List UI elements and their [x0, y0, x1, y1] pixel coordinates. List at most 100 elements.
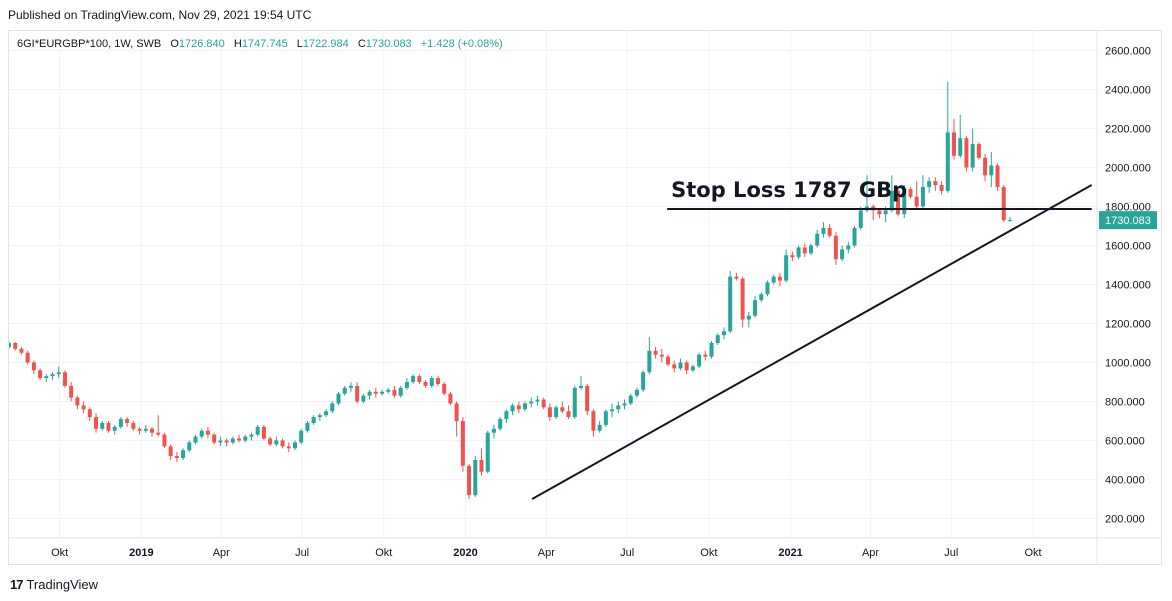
candle — [292, 440, 297, 451]
candle-body — [62, 372, 67, 386]
candle-body — [193, 436, 198, 443]
candle-body — [125, 419, 130, 423]
candle-body — [796, 247, 801, 258]
candle — [572, 385, 577, 420]
candle-body — [87, 409, 92, 418]
candle — [435, 376, 440, 386]
candle — [703, 350, 708, 361]
candle — [423, 380, 428, 388]
candle — [597, 421, 602, 433]
candle — [31, 360, 36, 375]
price-axis: 200.000 400.000 600.000 800.000 1000.000 1200… — [1096, 31, 1151, 564]
candle-body — [653, 350, 658, 355]
candle-body — [684, 362, 689, 371]
candle — [666, 354, 671, 367]
candle — [802, 243, 807, 258]
candle-body — [9, 343, 11, 347]
candle-body — [286, 446, 291, 449]
candle — [603, 409, 608, 427]
legend-change: +1.428 (+0.08%) — [421, 38, 503, 50]
price-tick-label: 2400.000 — [1105, 85, 1151, 97]
candle-body — [995, 165, 1000, 187]
candle — [62, 370, 67, 388]
candle-body — [367, 391, 372, 396]
candle-body — [442, 383, 447, 394]
candle-body — [566, 411, 571, 418]
candle-body — [634, 389, 639, 396]
candle-body — [777, 276, 782, 281]
candle-body — [765, 282, 770, 295]
candle — [821, 222, 826, 238]
candle-body — [709, 343, 714, 357]
candle — [87, 407, 92, 421]
legend-symbol: 6GI*EURGBP*100, 1W, SWB — [17, 38, 161, 50]
candle — [460, 417, 465, 472]
candle — [491, 424, 496, 439]
candle — [833, 231, 838, 265]
candle-body — [467, 465, 472, 496]
candle — [840, 245, 845, 262]
candle-body — [386, 389, 391, 392]
candle — [516, 401, 521, 414]
time-tick-label: Jul — [620, 547, 634, 559]
candle-body — [759, 294, 764, 301]
time-tick-label: Apr — [213, 547, 230, 559]
candle-body — [305, 422, 310, 431]
trendline[interactable] — [531, 184, 1093, 500]
price-tick-label: 2600.000 — [1105, 46, 1151, 58]
candle — [510, 403, 515, 416]
candle — [417, 374, 422, 384]
candle-body — [106, 422, 111, 431]
candle-body — [641, 372, 646, 390]
candle — [740, 276, 745, 328]
candle-body — [529, 401, 534, 404]
time-tick-label: Okt — [375, 547, 392, 559]
candle — [529, 397, 534, 408]
price-tick-label: 1000.000 — [1105, 358, 1151, 370]
footer-branding[interactable]: 17 TradingView — [10, 576, 98, 592]
candles — [9, 81, 1012, 499]
candle-body — [771, 276, 776, 283]
candle — [659, 348, 664, 363]
candle-body — [187, 442, 192, 451]
candle — [759, 292, 764, 303]
candle — [149, 426, 154, 437]
time-axis: Okt 2019 Apr Jul Okt 2020 Apr Jul Okt 2021 Apr Jul O… — [9, 537, 1161, 559]
candle-body — [143, 428, 148, 431]
candle — [920, 175, 925, 209]
candle-body — [330, 403, 335, 412]
candle — [392, 385, 397, 398]
candle — [50, 372, 55, 381]
candle — [106, 421, 111, 433]
candle — [734, 272, 739, 281]
candle-body — [212, 434, 217, 443]
candle — [69, 382, 74, 402]
candle-body — [933, 181, 938, 186]
candle — [94, 413, 99, 433]
candle-body — [261, 426, 266, 439]
candle-body — [883, 210, 888, 215]
candle — [38, 368, 43, 381]
candle-body — [224, 440, 229, 443]
chart-frame[interactable]: 200.000 400.000 600.000 800.000 1000.000 1200… — [8, 30, 1162, 565]
candle-body — [404, 382, 409, 388]
candle-body — [840, 249, 845, 260]
candle-body — [336, 393, 341, 404]
candle — [286, 442, 291, 453]
candle — [187, 440, 192, 453]
candle — [143, 424, 148, 433]
candle-body — [1001, 187, 1006, 221]
candle — [958, 114, 963, 158]
candle-body — [697, 354, 702, 367]
candle — [634, 387, 639, 398]
candle-body — [523, 403, 528, 410]
candle — [983, 153, 988, 182]
candle — [467, 463, 472, 499]
candle-body — [690, 366, 695, 371]
stop-loss-annotation[interactable]: Stop Loss 1787 GBp — [671, 178, 907, 202]
candle-body — [914, 196, 919, 207]
candle-body — [1007, 220, 1012, 222]
svg-text:6GI*EURGBP*100, 1W, SWB: 6GI*EURGBP*100, 1W, SWB O1726.840 H1747.… — [17, 38, 503, 50]
candlestick-chart[interactable]: 200.000 400.000 600.000 800.000 1000.000 1200… — [9, 31, 1161, 564]
candle — [199, 428, 204, 439]
